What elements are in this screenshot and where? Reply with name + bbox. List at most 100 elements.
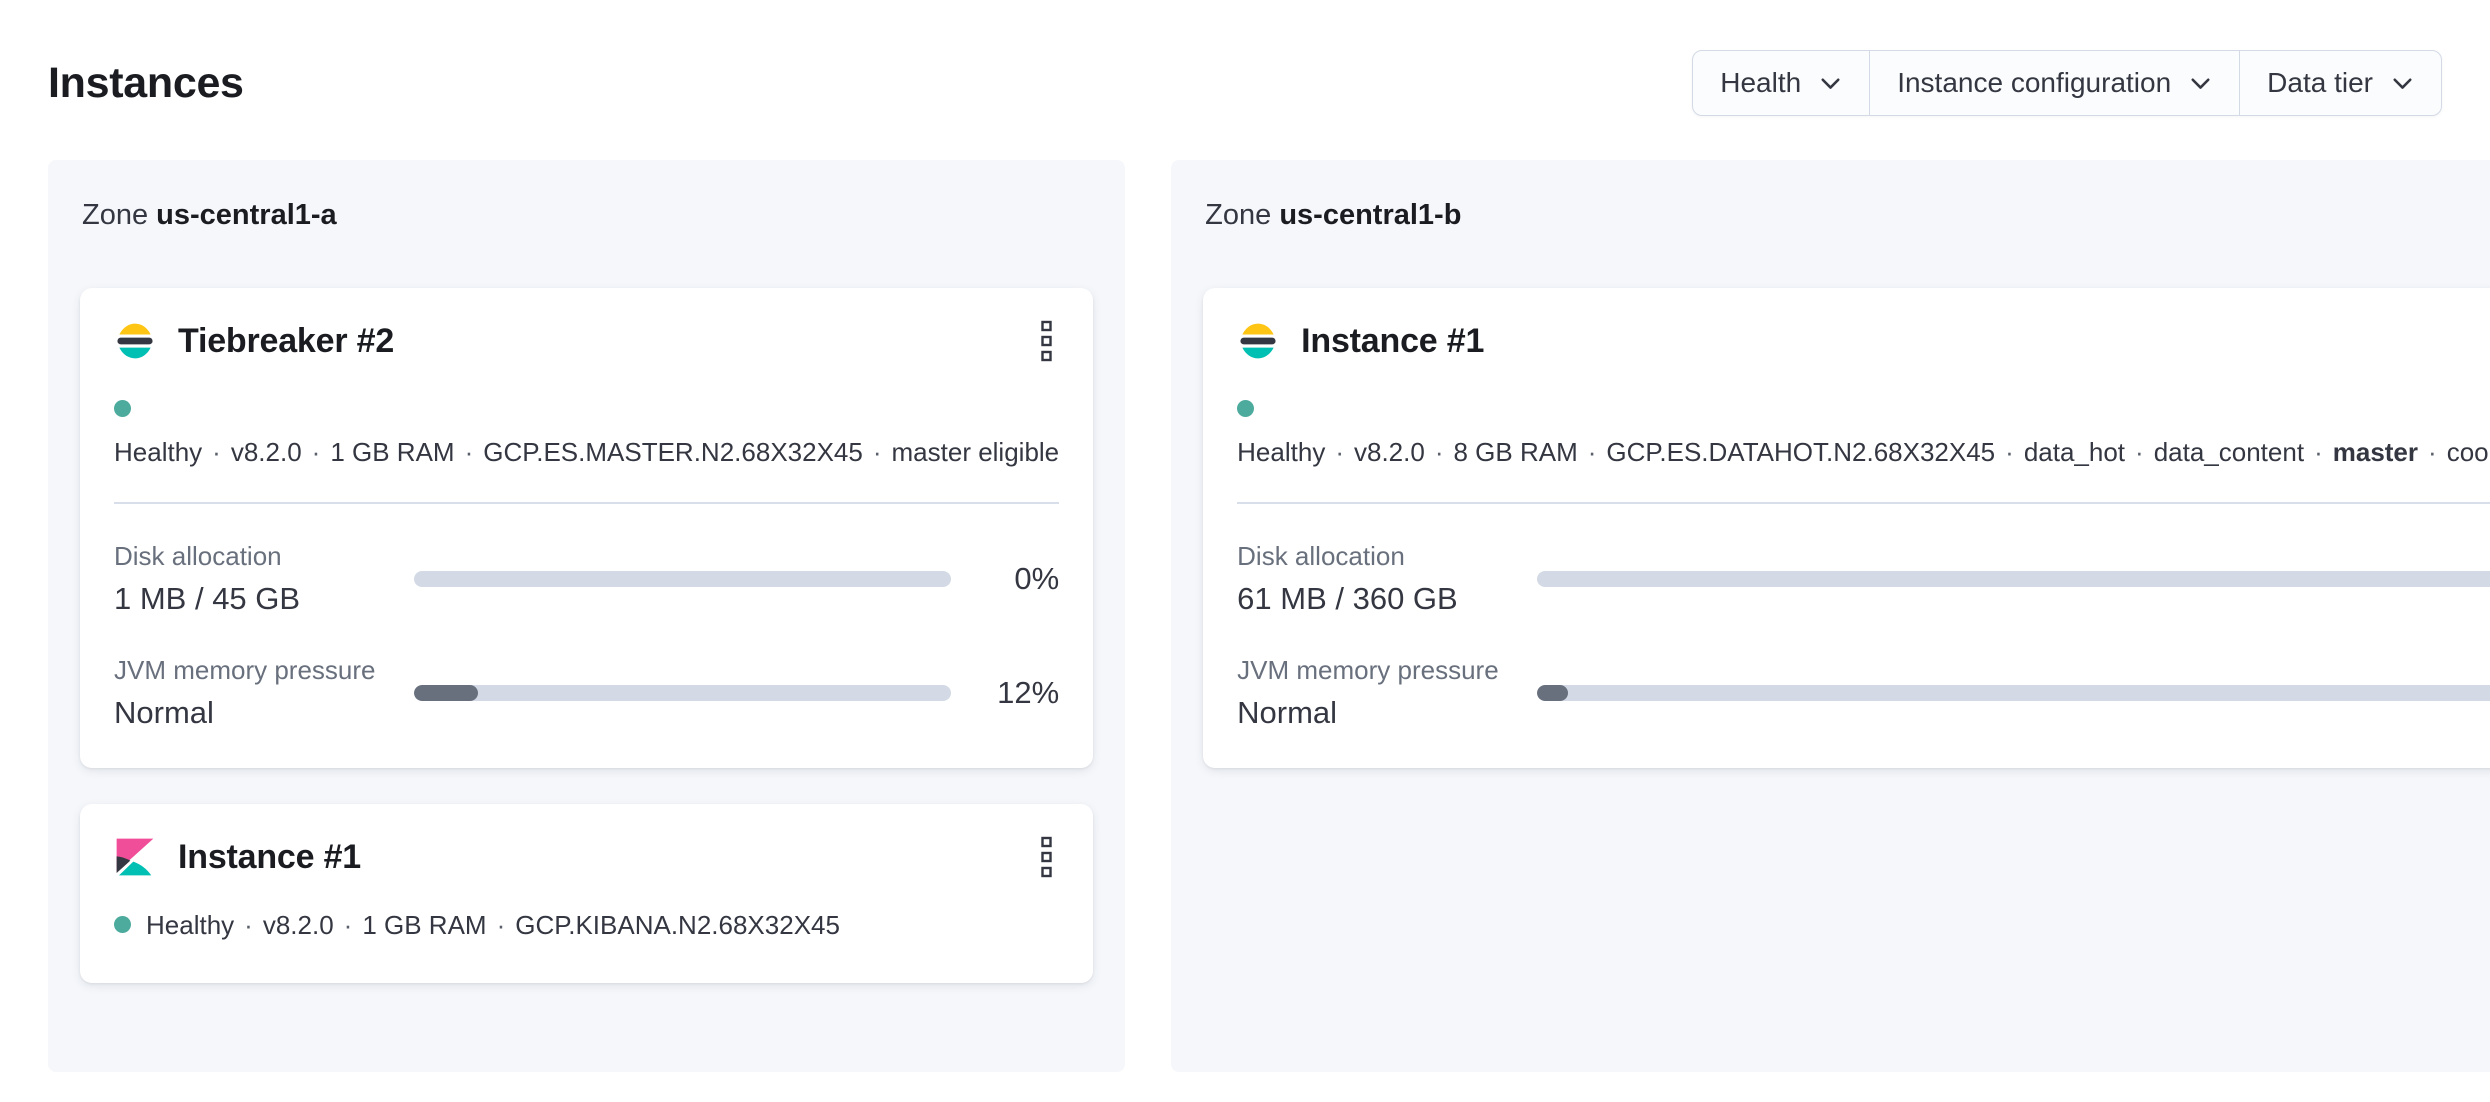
meta-token: Healthy [146, 910, 235, 940]
meta-token: data_content [2153, 437, 2305, 467]
metric-text: Disk allocation 61 MB / 360 GB [1237, 540, 1537, 618]
metric-row-jvm-memory-pressure: JVM memory pressureNormal3% [1237, 654, 2490, 732]
dot-separator: · [872, 437, 882, 467]
boxes-vertical-icon [1041, 320, 1052, 362]
metric-label: JVM memory pressure [1237, 655, 1499, 685]
filter-button-label: Data tier [2267, 67, 2373, 98]
card-header: Instance #1 [114, 834, 1059, 880]
instance-menu-button[interactable] [1034, 834, 1059, 880]
metric-label: Disk allocation [114, 541, 282, 571]
health-dot-icon [114, 916, 131, 933]
filter-button-instance-configuration[interactable]: Instance configuration [1870, 51, 2241, 115]
meta-token: v8.2.0 [262, 910, 334, 940]
metric-label: Disk allocation [1237, 541, 1405, 571]
meta-token: GCP.ES.DATAHOT.N2.68X32X45 [1606, 437, 1996, 467]
zone-label: Zone us-central1-a [82, 196, 1093, 234]
meta-token: 1 GB RAM [330, 437, 455, 467]
metric-label: JVM memory pressure [114, 655, 376, 685]
meta-token: GCP.ES.MASTER.N2.68X32X45 [483, 437, 863, 467]
meta-token: data_hot [2023, 437, 2126, 467]
metric-value: Normal [114, 695, 214, 730]
dot-separator: · [244, 910, 253, 940]
zones-grid: Zone us-central1-a Tiebreaker #2 Healthy · v… [48, 160, 2490, 1072]
dot-separator: · [311, 437, 321, 467]
instances-page: Instances Health Instance configuration Da… [0, 0, 2490, 1072]
instance-title: Instance #1 [178, 837, 362, 876]
card-header: Instance #1 [1237, 318, 2490, 364]
health-dot-icon [1237, 400, 1255, 417]
metric-text: JVM memory pressure Normal [1237, 654, 1537, 732]
dot-separator: · [1587, 437, 1597, 467]
page-header: Instances Health Instance configuration Da… [0, 0, 2490, 116]
card-divider [1237, 502, 2490, 504]
zone-panel-us-central1-b: Zone us-central1-b Instance #1 Healthy · v8.… [1171, 160, 2490, 1072]
dot-separator: · [343, 910, 353, 940]
meta-token: master [2332, 437, 2419, 467]
instance-meta: Healthy · v8.2.0 · 8 GB RAM · GCP.ES.DATAHOT.N… [1237, 388, 2490, 474]
filter-button-label: Instance configuration [1897, 67, 2172, 98]
progress-bar-fill [414, 685, 479, 701]
metric-text: JVM memory pressure Normal [114, 654, 414, 732]
progress-bar [1537, 685, 2490, 701]
dot-separator: · [2005, 437, 2014, 467]
chevron-down-icon [2191, 77, 2210, 89]
filter-button-data-tier[interactable]: Data tier [2240, 51, 2441, 115]
metric-row-jvm-memory-pressure: JVM memory pressure Normal 12% [114, 654, 1059, 732]
card-divider [114, 502, 1060, 504]
metric-row-disk-allocation: Disk allocation 1 MB / 45 GB 0% [114, 540, 1059, 618]
meta-token: v8.2.0 [230, 437, 302, 467]
zone-panel-us-central1-a: Zone us-central1-a Tiebreaker #2 Healthy · v… [48, 160, 1126, 1072]
meta-token: Healthy [114, 437, 203, 467]
meta-token: GCP.KIBANA.N2.68X32X45 [515, 910, 840, 940]
dot-separator: · [496, 910, 506, 940]
dot-separator: · [464, 437, 474, 467]
zone-cards: Instance #1 Healthy · v8.2.0 · 8 GB RAM · GCP.E… [1203, 288, 2490, 768]
chevron-down-icon [1821, 77, 1840, 89]
instance-meta: Healthy · v8.2.0 · 1 GB RAM · GCP.KIBANA.N2.68… [114, 904, 1059, 947]
metric-text: Disk allocation 1 MB / 45 GB [114, 540, 414, 618]
filter-group: Health Instance configuration Data tier [1692, 50, 2442, 116]
progress-bar [414, 685, 952, 701]
filter-button-health[interactable]: Health [1693, 51, 1871, 115]
progress-bar [1537, 571, 2490, 587]
zone-label: Zone us-central1-b [1205, 196, 2490, 234]
meta-token: Healthy [1237, 437, 1326, 467]
kibana-logo [114, 836, 156, 878]
meta-token: master eligible [891, 437, 1060, 467]
meta-token: v8.2.0 [1353, 437, 1425, 467]
metric-percent: 0% [1014, 561, 1060, 596]
metric-value: Normal [1237, 695, 1338, 730]
card-header: Tiebreaker #2 [114, 318, 1059, 364]
metric-value: 1 MB / 45 GB [114, 581, 301, 616]
zone-cards: Tiebreaker #2 Healthy · v8.2.0 · 1 GB RAM · GCP… [80, 288, 1094, 983]
instance-meta: Healthy · v8.2.0 · 1 GB RAM · GCP.ES.MASTER.N2… [114, 388, 1059, 474]
progress-bar-fill [1537, 685, 1569, 701]
filter-button-label: Health [1720, 67, 1802, 98]
elasticsearch-logo [114, 320, 156, 362]
elasticsearch-logo [1237, 320, 1279, 362]
instance-menu-button[interactable] [1034, 318, 1059, 364]
chevron-down-icon [2393, 77, 2412, 89]
zone-word: Zone [82, 199, 149, 231]
dot-separator: · [1335, 437, 1344, 467]
metric-percent: 12% [997, 675, 1060, 710]
zone-name: us-central1-a [156, 199, 337, 231]
dot-separator: · [2428, 437, 2437, 467]
instance-title: Tiebreaker #2 [178, 321, 395, 360]
progress-bar [414, 571, 952, 587]
meta-token: 8 GB RAM [1453, 437, 1578, 467]
zone-name: us-central1-b [1279, 199, 1462, 231]
dot-separator: · [2135, 437, 2144, 467]
health-dot-icon [114, 400, 131, 417]
zone-word: Zone [1205, 199, 1272, 231]
dot-separator: · [2314, 437, 2323, 467]
dot-separator: · [1434, 437, 1444, 467]
instance-card: Instance #1 Healthy · v8.2.0 · 1 GB RAM · GCP.K… [80, 804, 1094, 983]
instance-title: Instance #1 [1301, 321, 1485, 360]
meta-token: 1 GB RAM [362, 910, 487, 940]
meta-token: coordinating [2446, 437, 2490, 467]
metric-value: 61 MB / 360 GB [1237, 581, 1458, 616]
page-title: Instances [48, 59, 244, 107]
dot-separator: · [212, 437, 221, 467]
